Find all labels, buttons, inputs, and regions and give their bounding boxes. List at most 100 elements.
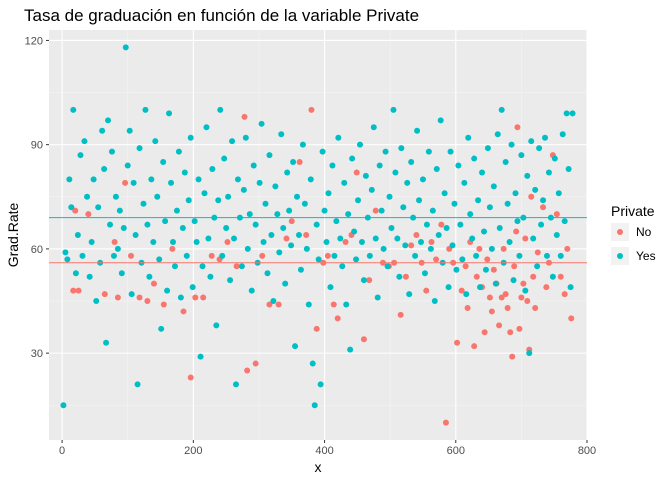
point-yes <box>252 221 259 228</box>
point-no <box>128 252 135 259</box>
point-no <box>534 249 541 256</box>
point-yes <box>120 225 127 232</box>
point-yes <box>270 298 277 305</box>
point-yes <box>264 270 271 277</box>
point-yes <box>280 225 287 232</box>
point-yes <box>540 197 547 204</box>
point-yes <box>288 242 295 249</box>
point-no <box>484 256 491 263</box>
point-no <box>543 284 550 291</box>
point-no <box>473 273 480 280</box>
point-no <box>224 238 231 245</box>
point-no <box>513 228 520 235</box>
point-yes <box>152 138 159 145</box>
point-yes <box>136 145 143 152</box>
point-yes <box>112 193 119 200</box>
point-yes <box>170 238 177 245</box>
legend-label-no: No <box>636 225 652 239</box>
point-yes <box>339 263 346 270</box>
x-tick-label: 200 <box>184 445 202 457</box>
point-yes <box>435 232 442 238</box>
point-no <box>561 291 568 298</box>
point-no <box>462 263 469 270</box>
legend-title: Private <box>611 203 655 219</box>
point-yes <box>461 179 468 186</box>
point-yes <box>449 242 456 249</box>
point-no <box>208 252 215 259</box>
point-no <box>511 263 518 270</box>
legend: Private No Yes <box>611 203 656 265</box>
point-no <box>180 308 187 315</box>
point-no <box>518 294 525 301</box>
point-no <box>553 211 560 218</box>
point-yes <box>335 134 342 141</box>
point-yes <box>140 200 147 207</box>
point-yes <box>543 252 550 259</box>
point-yes <box>504 200 511 207</box>
point-no <box>330 301 337 308</box>
point-yes <box>473 252 480 259</box>
point-yes <box>347 346 354 353</box>
point-yes <box>380 245 387 252</box>
point-yes <box>305 301 312 308</box>
point-no <box>283 235 290 242</box>
point-yes <box>242 134 249 141</box>
point-no <box>192 294 199 301</box>
point-yes <box>64 256 71 263</box>
point-yes <box>173 207 180 214</box>
point-yes <box>526 350 533 357</box>
point-no <box>402 273 409 280</box>
point-yes <box>553 232 560 238</box>
point-yes <box>563 110 570 117</box>
point-yes <box>181 169 188 176</box>
point-no <box>111 238 118 245</box>
point-no <box>160 301 167 308</box>
point-yes <box>134 381 141 388</box>
point-yes <box>158 325 165 332</box>
point-no <box>528 193 535 200</box>
point-yes <box>93 298 100 305</box>
point-yes <box>124 162 131 169</box>
point-yes <box>396 273 403 280</box>
point-yes <box>475 197 482 204</box>
point-yes <box>459 256 466 263</box>
point-yes <box>538 221 545 228</box>
point-yes <box>496 225 503 232</box>
point-no <box>502 291 509 298</box>
point-no <box>524 298 531 305</box>
point-yes <box>530 235 537 242</box>
point-no <box>288 218 295 225</box>
point-yes <box>323 238 330 245</box>
point-yes <box>392 169 399 176</box>
point-no <box>564 245 571 252</box>
point-yes <box>412 252 419 259</box>
point-yes <box>506 238 513 245</box>
point-no <box>532 304 539 311</box>
point-yes <box>349 155 356 162</box>
point-no <box>360 336 367 343</box>
point-yes <box>567 284 574 291</box>
point-yes <box>400 204 407 211</box>
point-yes <box>142 106 149 113</box>
legend-marker-no <box>617 229 623 235</box>
point-yes <box>477 284 484 291</box>
point-yes <box>72 270 79 277</box>
point-yes <box>77 152 84 159</box>
point-yes <box>108 148 115 155</box>
major-gridlines <box>49 30 588 440</box>
point-yes <box>333 218 340 225</box>
point-yes <box>185 197 192 204</box>
point-yes <box>103 339 110 346</box>
point-yes <box>81 138 88 145</box>
point-no <box>241 113 248 120</box>
point-yes <box>559 131 566 138</box>
point-yes <box>471 155 478 162</box>
point-yes <box>191 218 198 225</box>
point-yes <box>95 204 102 211</box>
point-yes <box>66 176 73 183</box>
point-no <box>471 343 478 350</box>
point-no <box>342 238 349 245</box>
point-yes <box>244 245 251 252</box>
point-yes <box>70 106 77 113</box>
point-yes <box>272 183 279 190</box>
